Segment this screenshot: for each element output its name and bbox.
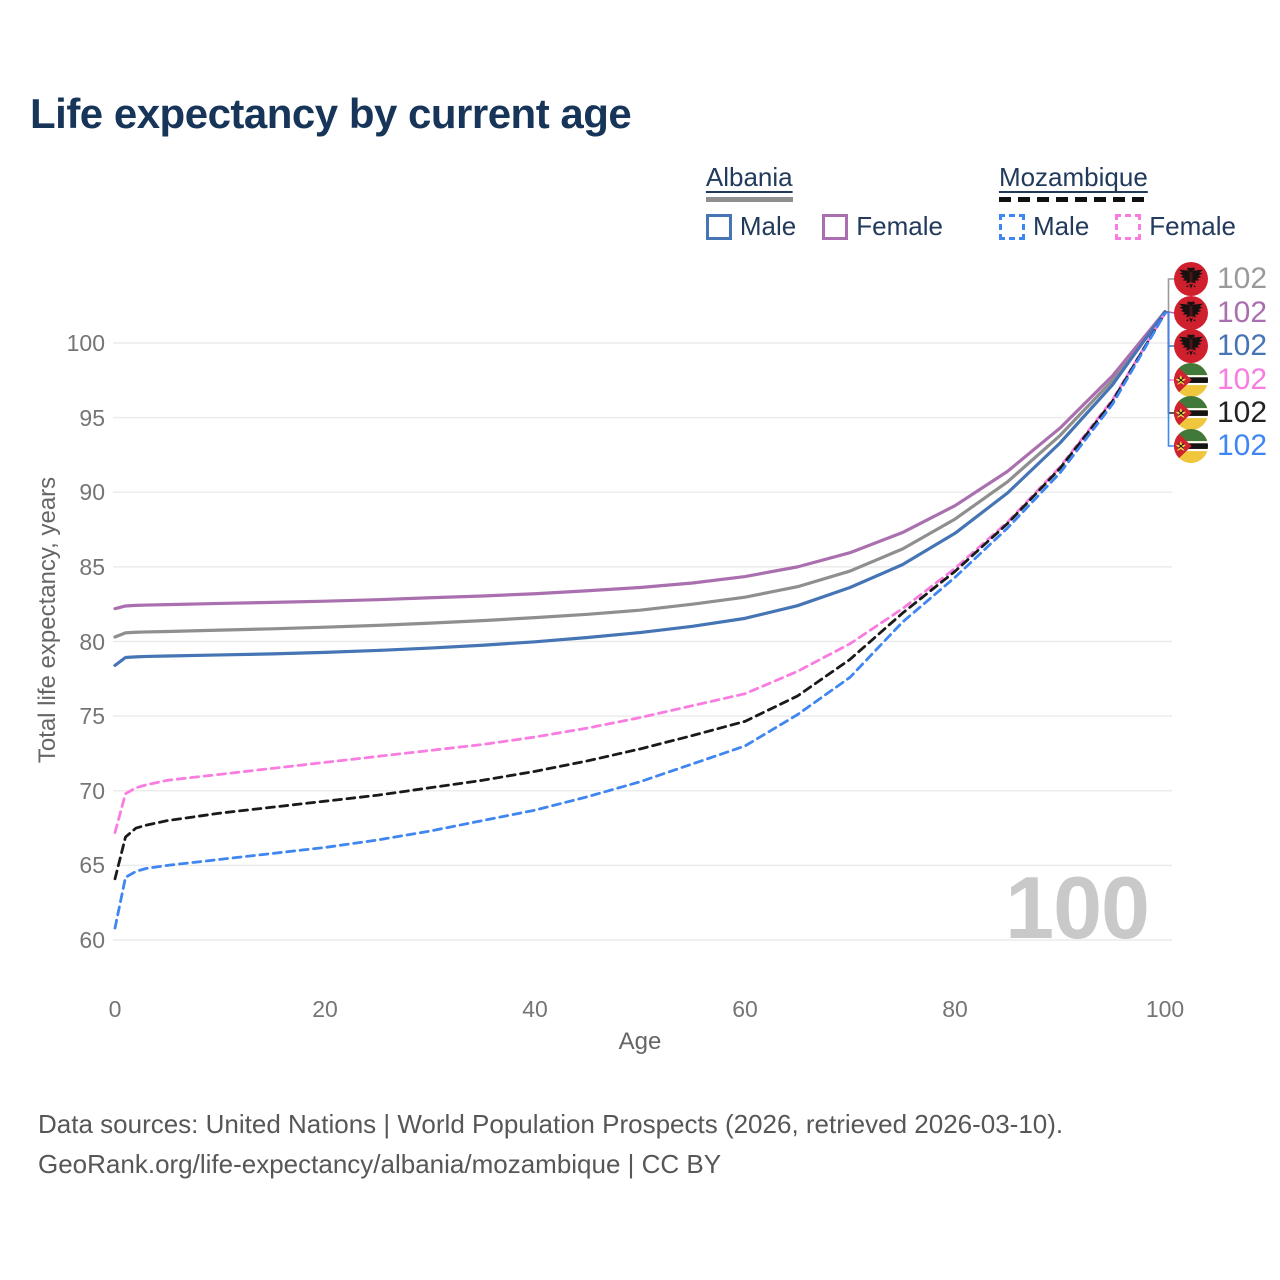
y-tick-85: 85	[79, 553, 105, 580]
legend-swatch-mozambique-male	[998, 213, 1025, 240]
legend-series-line-albania-combined	[705, 197, 793, 202]
leader-line-mozambique-male	[1165, 311, 1175, 447]
y-tick-65: 65	[79, 852, 105, 879]
y-tick-90: 90	[79, 479, 105, 506]
x-axis-title: Age	[618, 1028, 662, 1055]
x-tick-20: 20	[312, 996, 338, 1022]
x-tick-100: 100	[1145, 996, 1185, 1022]
flag-albania-icon	[1174, 296, 1208, 330]
footer-attribution: GeoRank.org/life-expectancy/albania/moza…	[38, 1149, 722, 1179]
legend-label-albania-female: Female	[856, 211, 943, 241]
x-tick-80: 80	[942, 996, 968, 1022]
footer: Data sources: United Nations | World Pop…	[38, 1104, 1063, 1184]
x-tick-40: 40	[522, 996, 548, 1022]
page-title: Life expectancy by current age	[30, 90, 632, 137]
legend-group-albania: Albania Male Female	[705, 162, 943, 242]
y-tick-75: 75	[79, 703, 105, 730]
legend-item-mozambique-female[interactable]: Female	[1115, 211, 1236, 242]
y-tick-95: 95	[79, 404, 105, 431]
x-tick-60: 60	[732, 996, 758, 1022]
y-tick-100: 100	[66, 330, 105, 356]
end-label-mozambique-all: 102	[1174, 396, 1267, 430]
legend-label-mozambique-female: Female	[1149, 211, 1236, 241]
x-tick-0: 0	[108, 996, 122, 1022]
series-line-albania-all	[113, 310, 1167, 639]
legend-label-mozambique-male: Male	[1032, 211, 1090, 241]
series-line-mozambique-female	[113, 311, 1167, 834]
legend-label-albania-male: Male	[739, 211, 797, 241]
legend-country-albania[interactable]: Albania	[705, 162, 793, 192]
end-label-albania-female: 102	[1174, 296, 1267, 330]
end-label-albania-male: 102	[1174, 329, 1267, 363]
end-label-mozambique-male: 102	[1174, 429, 1267, 463]
legend-group-mozambique: Mozambique Male Female	[998, 162, 1236, 242]
flag-albania-icon	[1174, 262, 1208, 296]
series-line-mozambique-all	[113, 311, 1167, 881]
flag-albania-icon	[1174, 329, 1208, 363]
end-label-mozambique-female: 102	[1174, 363, 1267, 397]
flag-mozambique-icon	[1174, 429, 1208, 463]
series-line-albania-female	[113, 310, 1167, 611]
y-tick-80: 80	[79, 628, 105, 655]
footer-data-sources: Data sources: United Nations | World Pop…	[38, 1109, 1064, 1139]
end-value-mozambique-male: 102	[1217, 429, 1268, 462]
legend-item-albania-male[interactable]: Male	[705, 211, 797, 242]
end-value-albania-male: 102	[1217, 329, 1268, 362]
legend-country-mozambique[interactable]: Mozambique	[998, 162, 1148, 192]
hovered-age-watermark: 100	[1005, 858, 1150, 957]
series-line-mozambique-male	[113, 311, 1167, 930]
legend: Albania Male Female Mozambique	[705, 162, 1236, 242]
end-label-albania-all: 102	[1174, 262, 1267, 296]
y-tick-70: 70	[79, 777, 105, 804]
end-value-mozambique-all: 102	[1217, 396, 1268, 429]
flag-mozambique-icon	[1174, 363, 1208, 397]
legend-item-mozambique-male[interactable]: Male	[998, 211, 1090, 242]
series-line-albania-male	[113, 310, 1167, 667]
legend-item-albania-female[interactable]: Female	[822, 211, 943, 242]
end-value-albania-all: 102	[1217, 262, 1268, 295]
end-value-albania-female: 102	[1217, 296, 1268, 329]
legend-swatch-albania-female	[822, 213, 849, 240]
legend-swatch-albania-male	[705, 213, 732, 240]
end-value-mozambique-female: 102	[1217, 363, 1268, 396]
legend-series-line-mozambique-combined	[998, 197, 1148, 202]
legend-swatch-mozambique-female	[1115, 213, 1142, 240]
flag-mozambique-icon	[1174, 396, 1208, 430]
y-tick-60: 60	[79, 927, 105, 953]
